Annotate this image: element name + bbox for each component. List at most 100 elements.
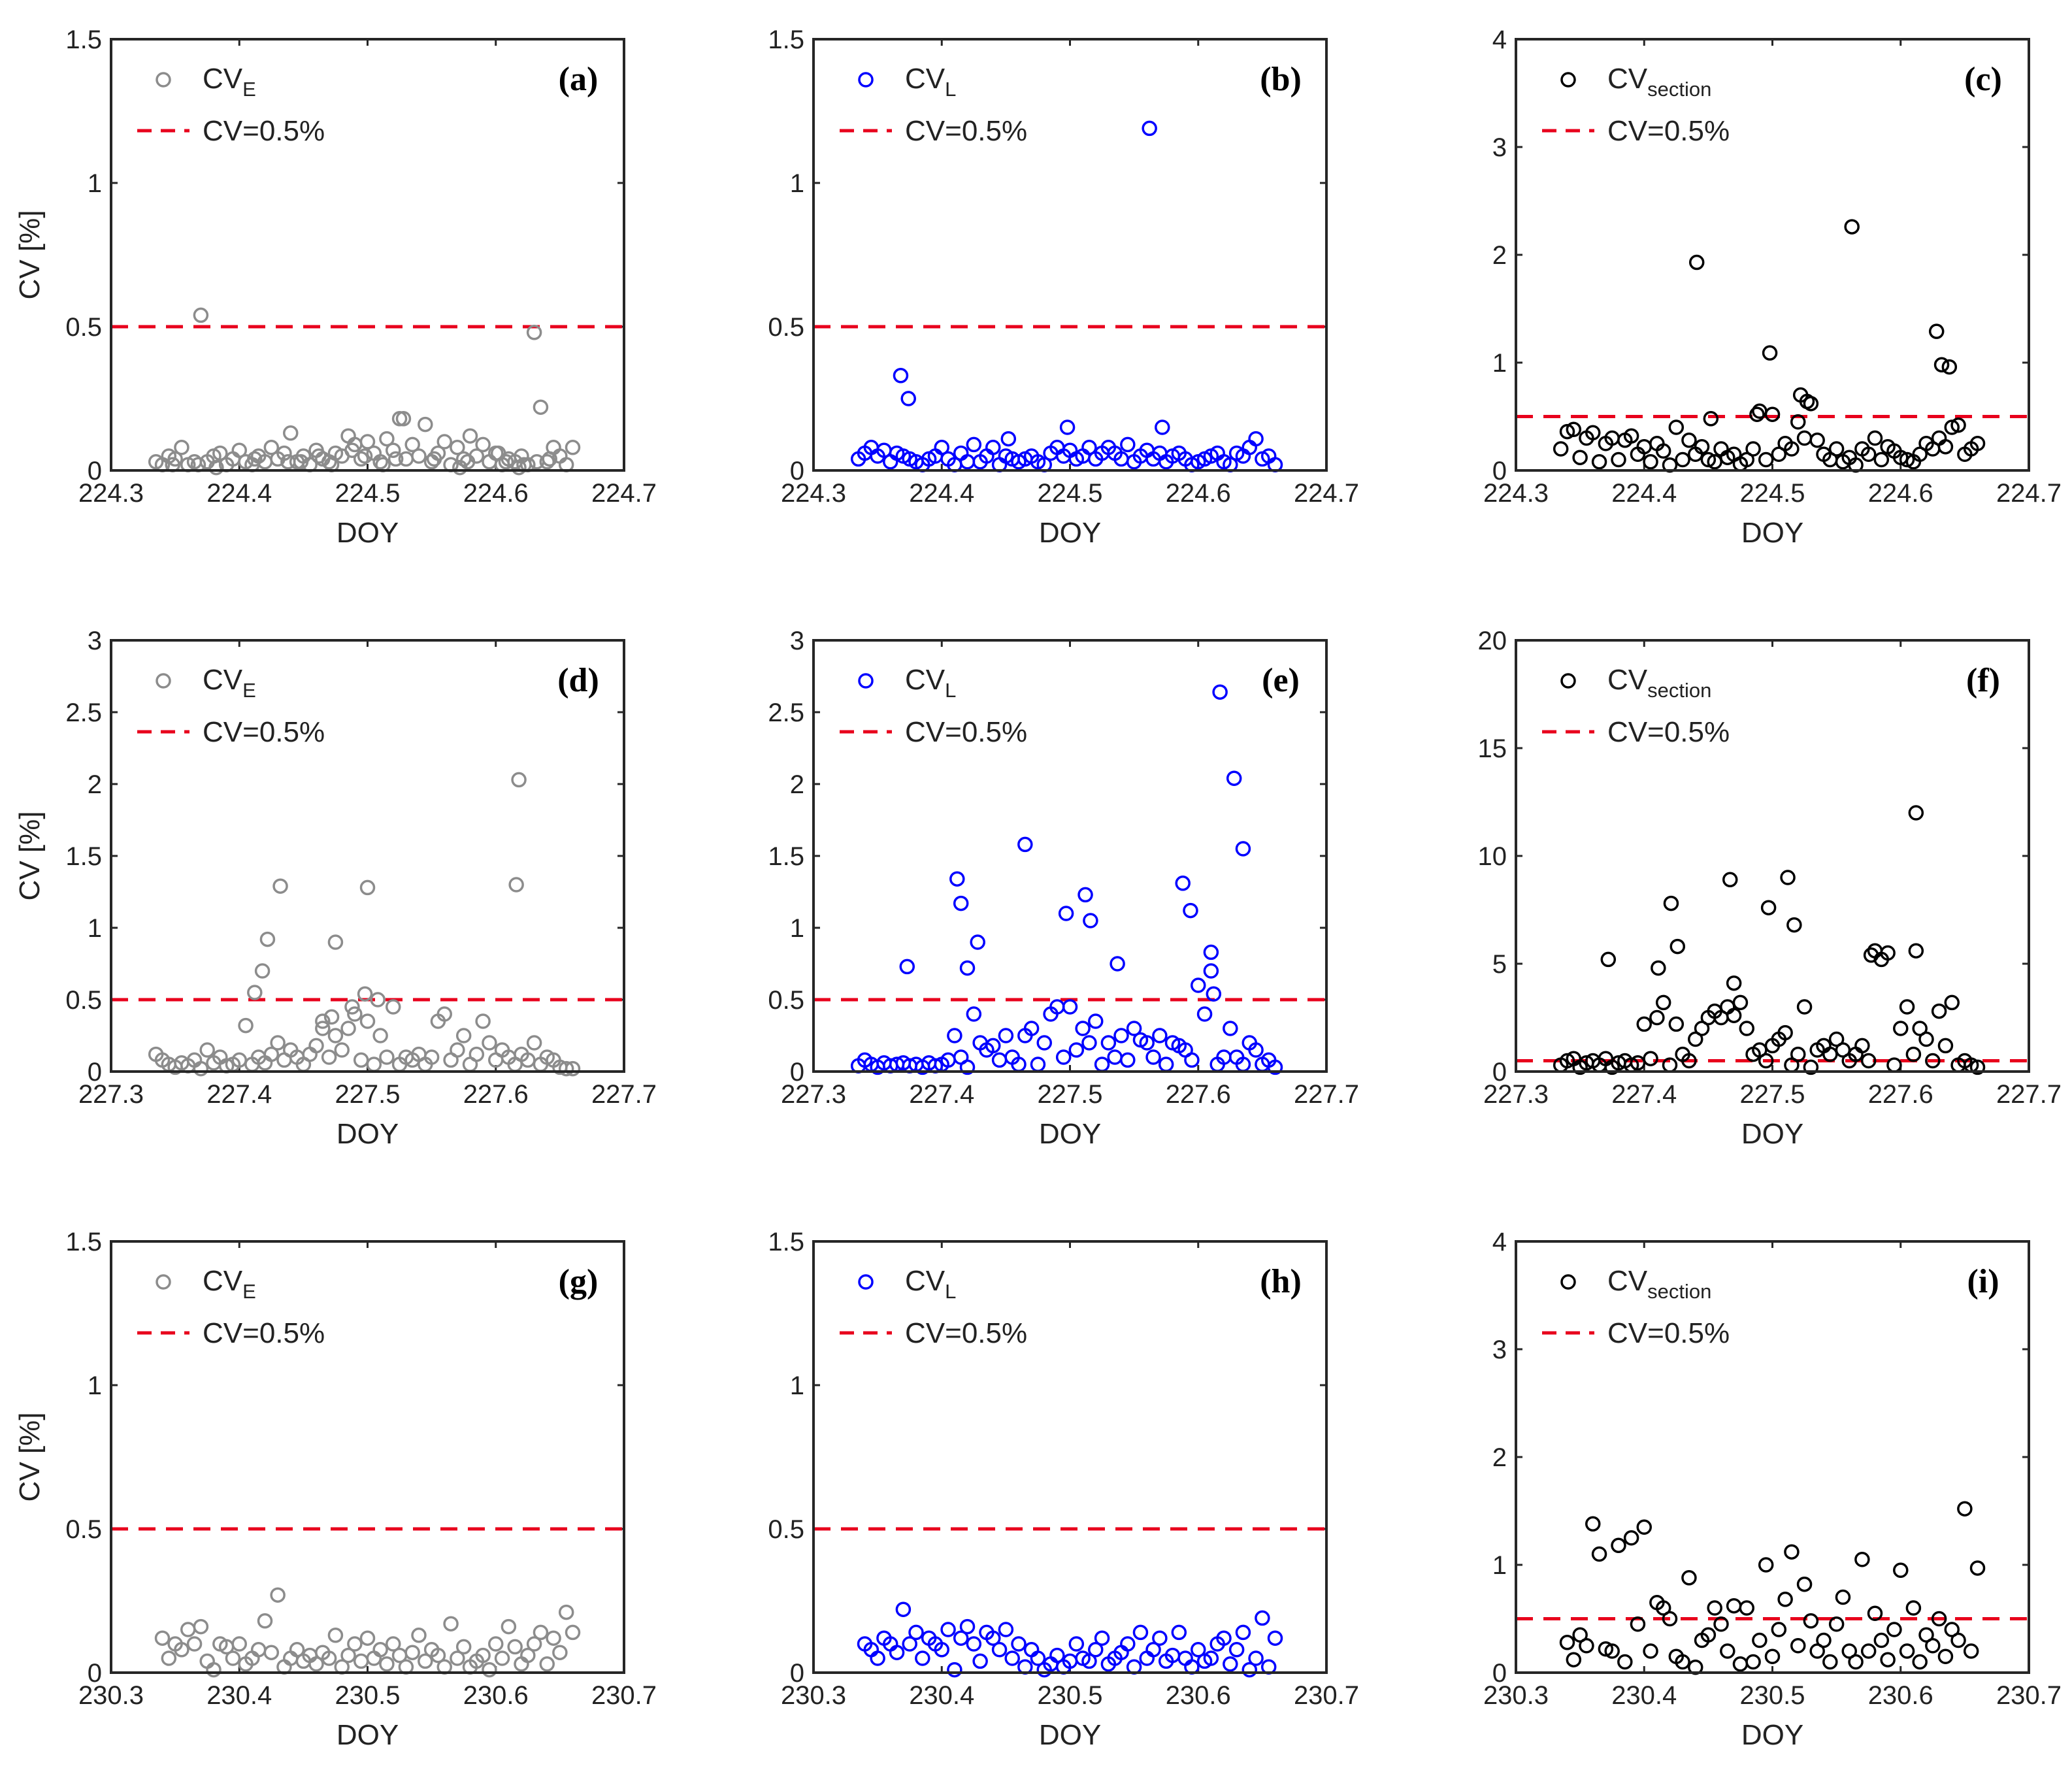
data-point (1267, 1630, 1283, 1646)
y-tick-label: 0 (88, 1058, 102, 1087)
data-point (1745, 441, 1761, 457)
y-tick-label: 1 (1492, 349, 1507, 378)
data-point (1649, 1009, 1665, 1026)
data-point (263, 1645, 280, 1660)
x-tick-label: 224.7 (591, 479, 657, 508)
data-point (455, 1028, 472, 1043)
x-tick-label: 230.4 (206, 1681, 272, 1710)
y-tick-label: 3 (790, 627, 804, 655)
plot-area (1516, 640, 2029, 1072)
x-axis-label: DOY (337, 1118, 399, 1150)
data-point (1912, 446, 1928, 462)
data-point (1726, 1008, 1742, 1023)
data-point (526, 1636, 542, 1652)
x-axis-label: DOY (1741, 517, 1803, 549)
data-point (1867, 430, 1883, 446)
data-point (501, 1618, 517, 1635)
panel-d: 227.3 227.4 227.5 227.6 227.7 0 0.5 1 1.5 2 2.5 3 CV… (14, 627, 657, 1150)
legend-label: CVsection (1607, 1265, 1711, 1303)
data-point (1752, 1632, 1768, 1648)
plot-area (814, 39, 1326, 470)
data-point (985, 1630, 1001, 1646)
x-tick-label: 224.4 (909, 479, 974, 508)
data-point (1681, 433, 1697, 448)
data-point (199, 1042, 215, 1058)
data-point (1841, 1643, 1857, 1659)
data-point (1036, 1035, 1052, 1051)
data-point (1113, 1028, 1129, 1043)
data-point (1912, 1654, 1928, 1670)
panel-e: 227.3 227.4 227.5 227.6 227.7 0 0.5 1 1.5 2 2.5 3 CV… (768, 627, 1359, 1150)
y-tick-label: 0.5 (65, 313, 102, 342)
y-tick-label: 1.5 (768, 842, 804, 871)
data-point (1228, 1642, 1245, 1658)
data-point (443, 1616, 459, 1631)
data-point (1223, 1656, 1238, 1672)
data-point (539, 454, 555, 470)
data-point (1860, 1053, 1877, 1069)
data-point (174, 1642, 189, 1658)
data-point (966, 1006, 982, 1022)
data-point (482, 1662, 497, 1678)
data-point (315, 1021, 331, 1036)
data-point (357, 448, 373, 464)
data-point (1822, 1654, 1838, 1670)
legend-threshold-label: CV=0.5% (905, 716, 1027, 748)
data-point (395, 411, 412, 427)
data-point (1668, 419, 1685, 435)
data-point (1908, 943, 1924, 959)
y-tick-label: 1 (790, 1371, 804, 1400)
data-point (386, 1636, 401, 1652)
data-point (247, 985, 263, 1000)
data-point (1739, 1021, 1754, 1036)
data-point (1617, 1654, 1633, 1670)
data-point (1764, 406, 1781, 422)
data-point (359, 1013, 376, 1029)
x-tick-label: 227.4 (206, 1080, 272, 1109)
data-point (321, 1049, 337, 1065)
data-point (462, 428, 478, 444)
y-tick-label: 2.5 (65, 698, 102, 727)
y-tick-label: 3 (88, 627, 102, 655)
data-point (1912, 1021, 1928, 1036)
x-axis-label: DOY (1741, 1719, 1803, 1751)
panel-a: 224.3 224.4 224.5 224.6 224.7 0 0.5 1 1.5 CVE CV=0… (14, 25, 657, 549)
y-tick-label: 5 (1492, 950, 1507, 979)
x-axis-label: DOY (337, 1719, 399, 1751)
y-tick-label: 0 (790, 1659, 804, 1688)
data-point (423, 1049, 440, 1065)
data-point (450, 1650, 465, 1666)
data-point (508, 877, 524, 893)
legend-marker (156, 1274, 171, 1290)
data-point (327, 934, 344, 950)
data-point (1809, 433, 1825, 448)
legend-label: CVL (905, 664, 956, 702)
data-point (411, 1628, 427, 1643)
data-point (1950, 1632, 1966, 1648)
data-point (1203, 1650, 1219, 1666)
data-point (1790, 1638, 1806, 1654)
x-tick-label: 230.3 (78, 1681, 144, 1710)
data-point (1655, 443, 1671, 459)
data-point (1860, 1643, 1877, 1659)
data-point (970, 934, 985, 950)
y-tick-label: 4 (1492, 25, 1507, 54)
data-point (1745, 1654, 1761, 1670)
data-point (1937, 438, 1954, 455)
data-point (1248, 431, 1264, 447)
y-tick-label: 2.5 (768, 698, 804, 727)
data-point (359, 1630, 376, 1646)
data-point (1905, 1046, 1922, 1062)
data-point (490, 445, 506, 461)
x-axis-label: DOY (1039, 517, 1101, 549)
x-tick-label: 227.7 (591, 1080, 657, 1109)
data-point (455, 1639, 472, 1655)
data-point (1623, 428, 1639, 444)
data-point (1669, 938, 1686, 955)
legend-marker (858, 1274, 874, 1290)
x-tick-label: 230.3 (781, 1681, 846, 1710)
x-tick-label: 230.3 (1483, 1681, 1549, 1710)
data-point (1636, 1016, 1652, 1032)
data-point (1941, 359, 1958, 375)
x-tick-label: 230.5 (1037, 1681, 1102, 1710)
